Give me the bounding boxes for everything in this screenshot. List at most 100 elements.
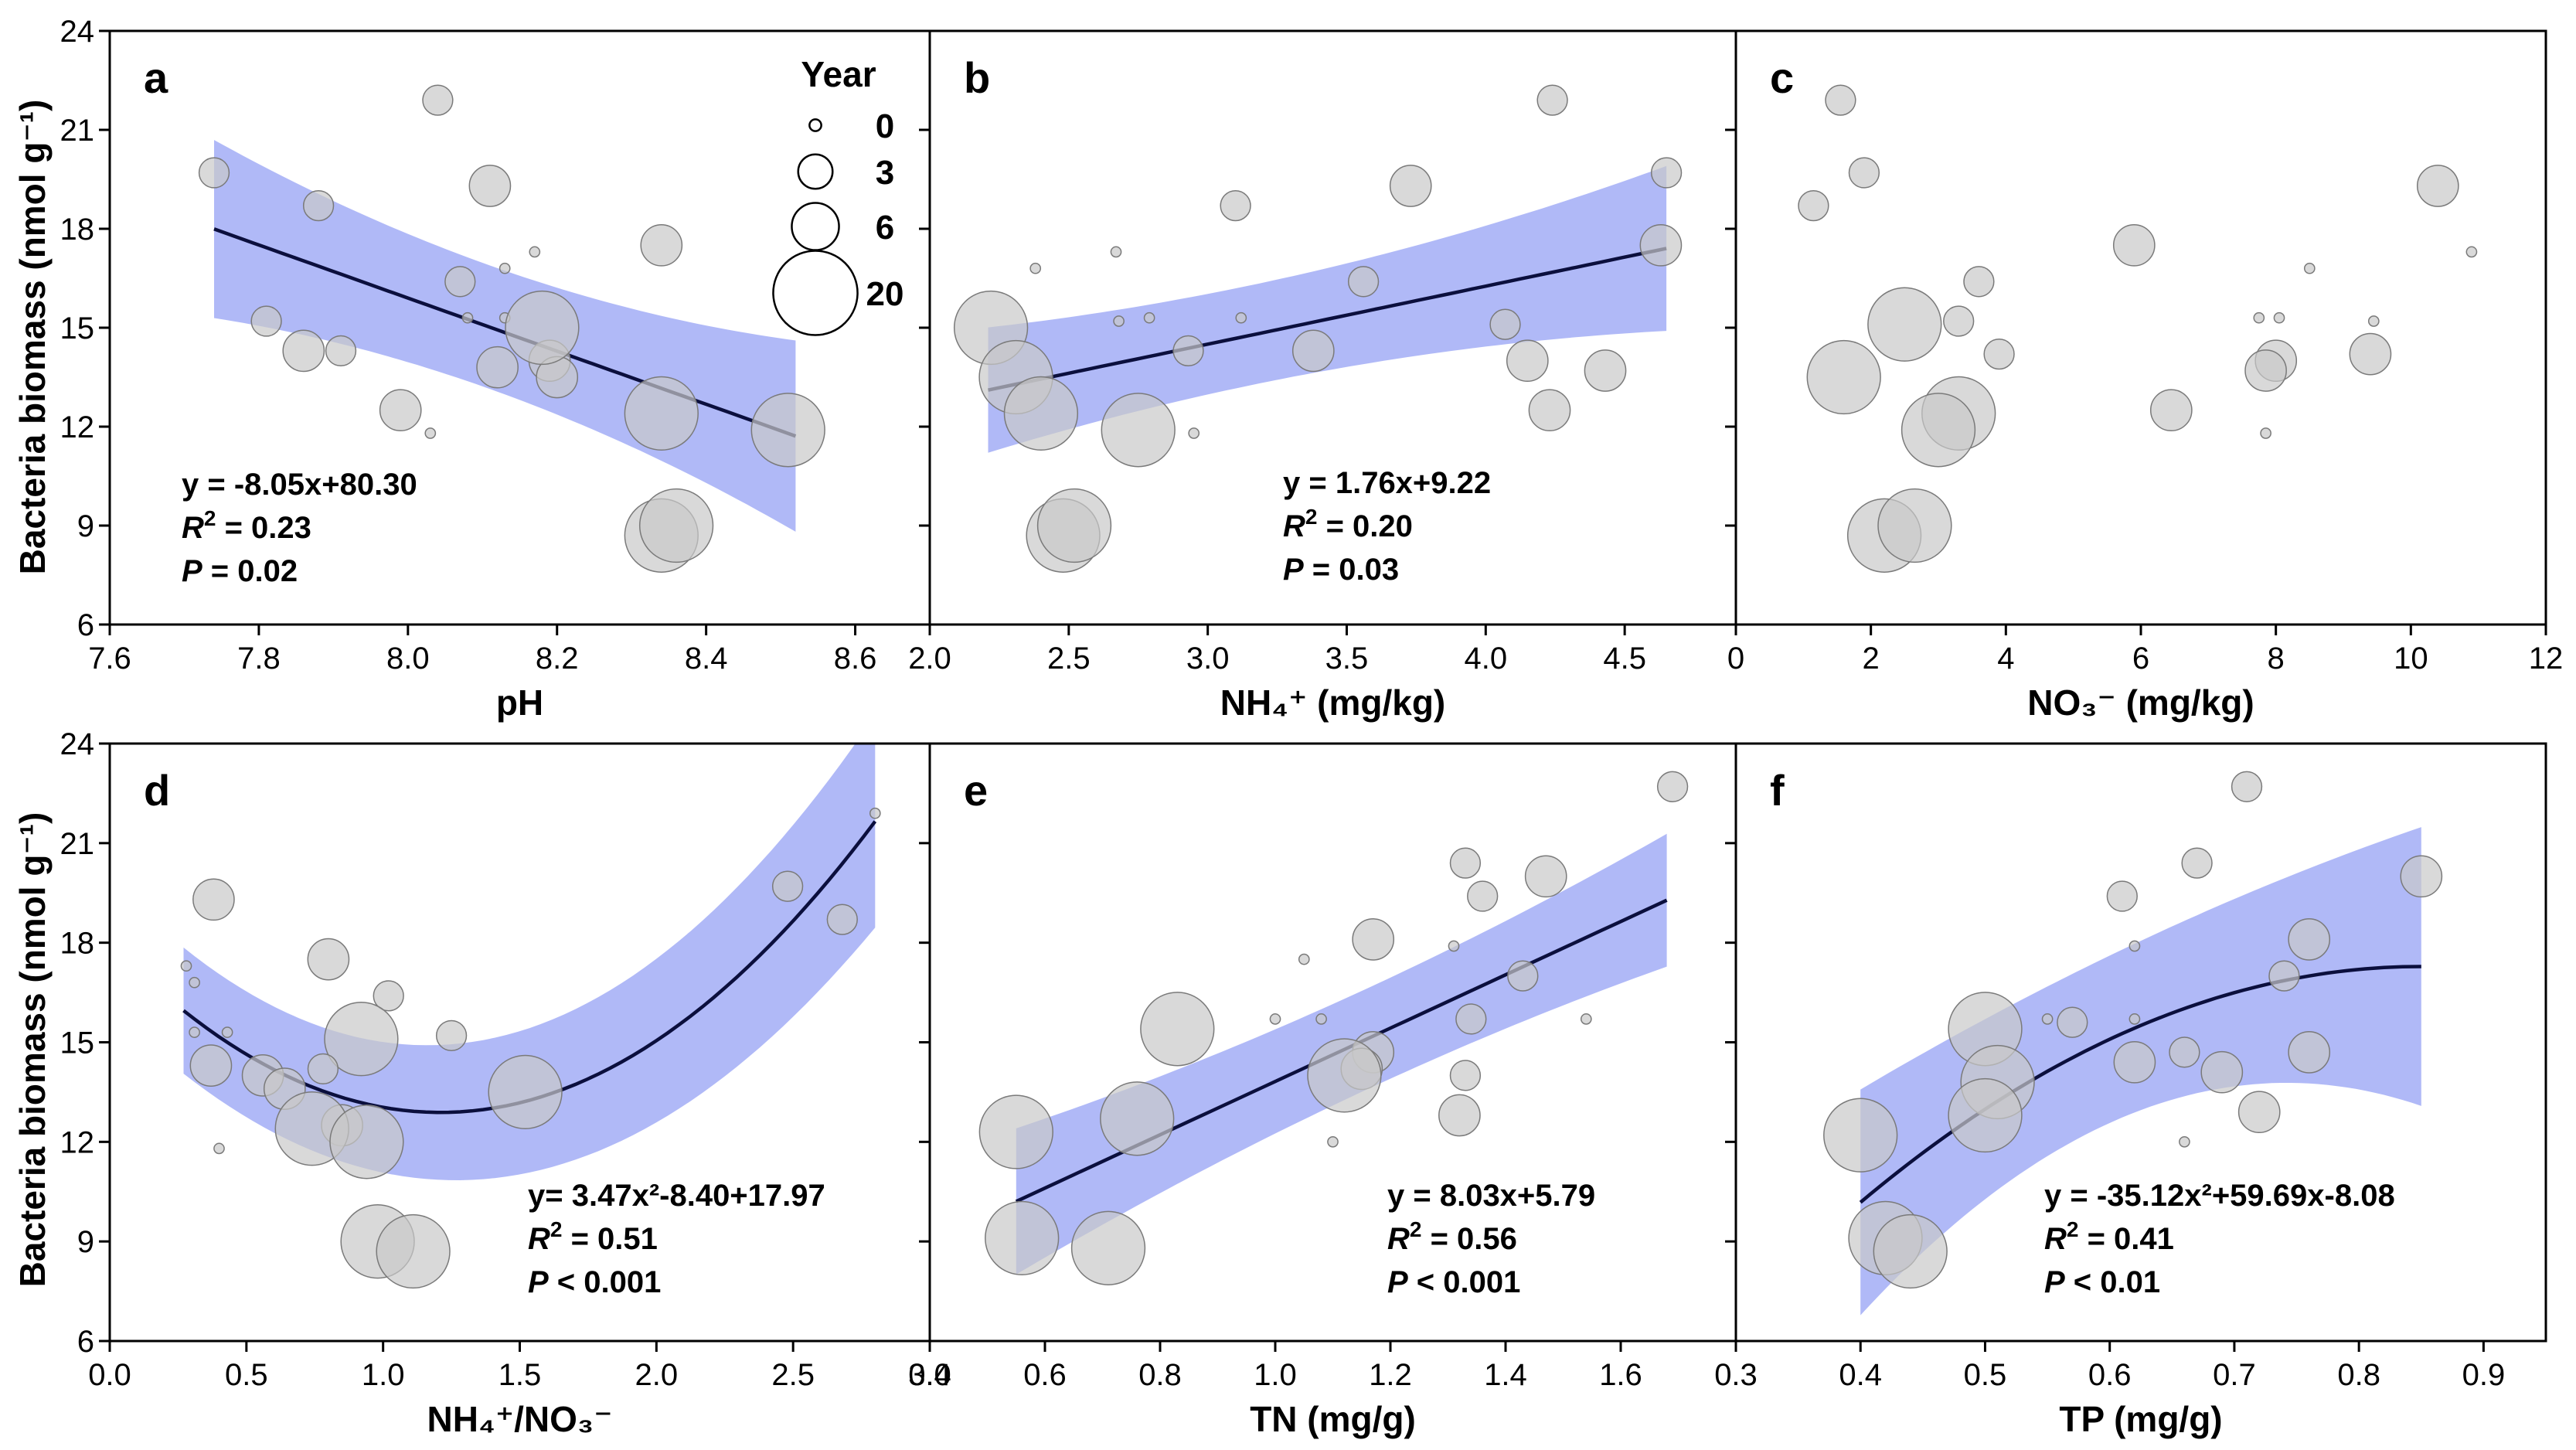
data-point-b-10 xyxy=(1143,311,1155,324)
legend-label-20: 20 xyxy=(866,275,904,313)
data-point-d-12 xyxy=(189,1044,233,1087)
data-point-e-18 xyxy=(1438,1094,1481,1137)
x-tick-label-d-6: 3.0 xyxy=(908,1358,951,1392)
fit-equation-e: y = 8.03x+5.79 xyxy=(1387,1179,1595,1213)
data-point-b-12 xyxy=(1489,308,1521,340)
data-point-d-19 xyxy=(329,1105,404,1179)
x-tick-label-f-5: 0.8 xyxy=(2337,1358,2380,1392)
data-point-d-3 xyxy=(192,878,235,921)
panel-c: 0 2 4 6 8 10 12 NO₃⁻ (mg/kg) c xyxy=(1725,29,2564,723)
x-tick-label-a-4: 8.4 xyxy=(685,642,728,676)
data-point-f-16 xyxy=(1948,1077,2023,1153)
fit-line-b xyxy=(988,247,1667,392)
x-tick-label-e-3: 1.0 xyxy=(1254,1358,1297,1392)
data-point-e-3 xyxy=(1467,880,1499,912)
panel-a: 7.6 7.8 8.0 8.2 8.4 8.6 6 9 12 15 18 21 24 pH a y = -8.… xyxy=(60,15,931,723)
data-point-f-17 xyxy=(2237,1091,2281,1134)
data-point-a-7 xyxy=(250,305,282,337)
x-tick-label-d-2: 1.0 xyxy=(362,1358,405,1392)
data-point-b-19 xyxy=(1101,393,1176,468)
x-tick-label-f-1: 0.4 xyxy=(1839,1358,1882,1392)
x-tick-label-b-5: 4.5 xyxy=(1603,642,1646,676)
data-point-e-1 xyxy=(1449,847,1482,879)
x-tick-label-a-0: 7.6 xyxy=(88,642,131,676)
x-tick-label-d-0: 0.0 xyxy=(88,1358,131,1392)
x-tick-label-c-6: 12 xyxy=(2529,642,2564,676)
y-axis-label-top: Bacteria biomass (nmol g⁻¹) xyxy=(12,100,53,575)
data-point-b-11 xyxy=(1235,311,1247,324)
y-tick-label-a-3: 15 xyxy=(60,311,95,345)
data-point-e-7 xyxy=(1507,960,1539,992)
legend-circle-0 xyxy=(808,118,822,132)
data-point-e-21 xyxy=(985,1200,1060,1276)
data-point-b-21 xyxy=(1528,389,1571,432)
confidence-band-b xyxy=(988,165,1667,453)
data-point-b-17 xyxy=(1584,349,1627,392)
data-point-b-23 xyxy=(1036,488,1112,563)
data-point-f-1 xyxy=(2181,847,2213,879)
x-tick-label-c-3: 6 xyxy=(2132,642,2149,676)
data-point-a-9 xyxy=(325,335,357,367)
x-tick-label-f-3: 0.6 xyxy=(2088,1358,2132,1392)
data-point-c-7 xyxy=(2303,262,2316,274)
legend-circle-20 xyxy=(772,250,859,336)
data-point-f-8 xyxy=(2041,1013,2054,1025)
x-tick-label-f-6: 0.9 xyxy=(2462,1358,2506,1392)
data-point-c-9 xyxy=(1943,305,1975,337)
data-point-d-10 xyxy=(324,1002,399,1077)
data-point-e-9 xyxy=(1269,1013,1281,1025)
data-point-e-12 xyxy=(1580,1013,1592,1025)
data-point-f-19 xyxy=(2179,1135,2190,1148)
data-point-c-6 xyxy=(1963,266,1995,298)
fit-equation-b: y = 1.76x+9.22 xyxy=(1283,466,1491,500)
data-point-d-16 xyxy=(488,1054,563,1130)
data-point-f-11 xyxy=(2288,1031,2331,1074)
panel-letter-b: b xyxy=(964,53,990,102)
x-tick-label-d-3: 1.5 xyxy=(499,1358,542,1392)
data-point-a-22 xyxy=(638,488,714,563)
data-point-c-17 xyxy=(2349,332,2392,376)
data-point-d-14 xyxy=(307,1053,339,1085)
data-point-d-11 xyxy=(435,1019,468,1052)
data-point-c-8 xyxy=(1867,287,1942,362)
x-tick-label-b-1: 2.5 xyxy=(1047,642,1091,676)
data-point-e-6 xyxy=(1298,953,1310,965)
data-point-c-14 xyxy=(1806,339,1881,415)
p-value-e: P < 0.001 xyxy=(1387,1265,1520,1299)
y-tick-label-a-5: 21 xyxy=(60,114,95,148)
x-tick-label-b-0: 2.0 xyxy=(908,642,951,676)
x-tick-label-c-1: 2 xyxy=(1863,642,1880,676)
data-point-b-5 xyxy=(1110,246,1122,258)
data-point-a-17 xyxy=(424,427,437,439)
data-point-c-2 xyxy=(1798,189,1829,222)
plot-area-f xyxy=(1823,771,2443,1316)
panel-letter-c: c xyxy=(1770,53,1794,102)
data-point-e-20 xyxy=(1327,1135,1339,1148)
data-point-d-0 xyxy=(869,807,881,819)
data-point-b-6 xyxy=(1639,223,1683,267)
data-point-e-16 xyxy=(1449,1060,1482,1091)
x-axis-label-b: NH₄⁺ (mg/kg) xyxy=(1220,682,1446,723)
data-point-b-20 xyxy=(1188,427,1200,439)
data-point-a-15 xyxy=(505,290,580,366)
data-point-f-13 xyxy=(2169,1036,2200,1068)
x-tick-label-b-3: 3.5 xyxy=(1325,642,1369,676)
data-point-c-13 xyxy=(1983,338,2015,370)
data-point-b-9 xyxy=(1113,315,1125,327)
x-tick-label-c-4: 8 xyxy=(2268,642,2285,676)
x-tick-label-d-5: 2.5 xyxy=(771,1358,815,1392)
data-point-b-7 xyxy=(1347,266,1380,298)
data-point-f-15 xyxy=(2200,1050,2244,1094)
y-tick-label-d-1: 9 xyxy=(77,1225,94,1259)
data-point-d-6 xyxy=(189,976,200,989)
y-axis-label-bottom: Bacteria biomass (nmol g⁻¹) xyxy=(12,812,53,1288)
plot-area-a xyxy=(198,84,825,573)
data-point-b-0 xyxy=(1536,84,1568,116)
x-tick-label-e-1: 0.6 xyxy=(1023,1358,1067,1392)
x-tick-label-f-2: 0.5 xyxy=(1964,1358,2007,1392)
x-tick-label-f-0: 0.3 xyxy=(1714,1358,1758,1392)
panel-e: 0.4 0.6 0.8 1.0 1.2 1.4 1.6 TN (mg/g) e y = 8.03x… xyxy=(908,742,1737,1439)
panel-b: 2.0 2.5 3.0 3.5 4.0 4.5 NH₄⁺ (mg/kg) b y = 1.76x… xyxy=(908,29,1737,723)
